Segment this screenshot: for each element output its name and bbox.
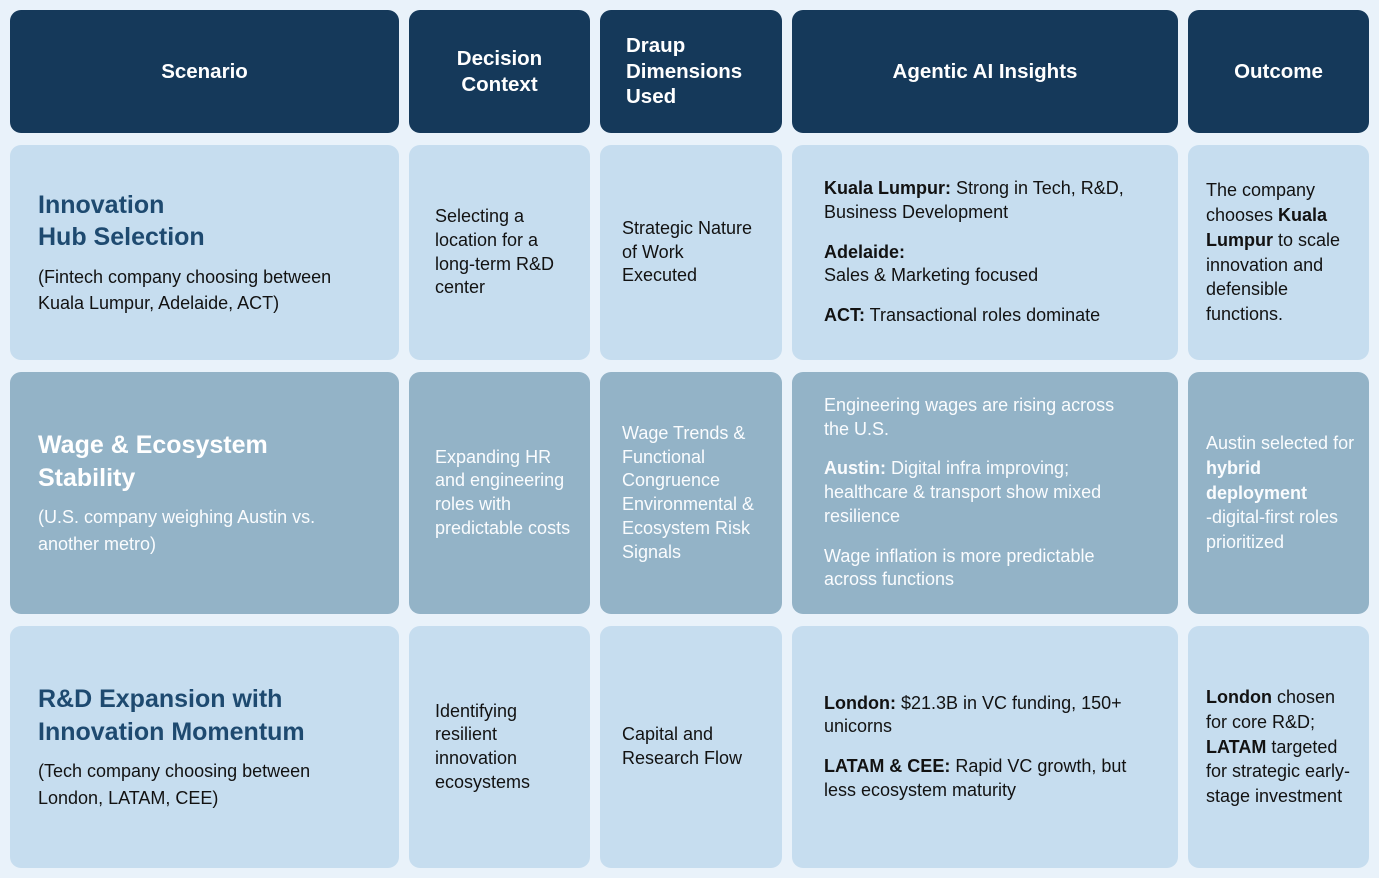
decision-context-cell: Selecting a location for a long-term R&D…: [409, 145, 590, 360]
body-text: Engineering wages are rising across the …: [824, 394, 1115, 439]
dimensions-cell: Capital and Research Flow: [600, 626, 782, 868]
emphasis-text: London: [1206, 686, 1272, 707]
insight-paragraph: Adelaide: Sales & Marketing focused: [824, 241, 1139, 289]
emphasis-text: LATAM: [1206, 736, 1267, 757]
decision-context-cell: Identifying resilient innovation ecosyst…: [409, 626, 590, 868]
emphasis-text: ACT:: [824, 305, 865, 326]
scenario-cell: Wage & Ecosystem Stability (U.S. company …: [10, 372, 399, 614]
insight-paragraph: London: $21.3B in VC funding, 150+ unico…: [824, 692, 1139, 740]
dimension-item: Capital and Research Flow: [622, 724, 743, 768]
body-text: to scale innovation and defensible funct…: [1206, 229, 1341, 325]
outcome-cell: London chosen for core R&D; LATAM target…: [1188, 626, 1369, 868]
scenario-cell: Innovation Hub Selection (Fintech company…: [10, 145, 399, 360]
scenario-subtitle: (Tech company choosing between London, L…: [38, 761, 311, 808]
outcome-cell: Austin selected for hybrid deployment -d…: [1188, 372, 1369, 614]
outcome-text: Austin selected for hybrid deployment -d…: [1206, 431, 1357, 555]
decision-context-text: Selecting a location for a long-term R&D…: [435, 206, 555, 298]
dimension-item: Wage Trends & Functional Congruence: [622, 422, 746, 491]
body-text: Transactional roles dominate: [865, 305, 1101, 326]
header-draup-dimensions-used: Draup Dimensions Used: [600, 10, 782, 133]
header-decision-context: Decision Context: [409, 10, 590, 133]
insight-paragraph: Kuala Lumpur: Strong in Tech, R&D, Busin…: [824, 177, 1139, 225]
insights-cell: Engineering wages are rising across the …: [792, 372, 1178, 614]
insights-cell: Kuala Lumpur: Strong in Tech, R&D, Busin…: [792, 145, 1178, 360]
decision-context-text: Identifying resilient innovation ecosyst…: [435, 700, 531, 792]
body-text: Wage inflation is more predictable acros…: [824, 545, 1095, 590]
insight-paragraph: Austin: Digital infra improving; healthc…: [824, 457, 1139, 528]
emphasis-text: Kuala Lumpur: [1206, 204, 1328, 250]
emphasis-text: Austin:: [824, 458, 886, 479]
body-text: Digital infra improving; healthcare & tr…: [824, 458, 1102, 526]
outcome-cell: The company chooses Kuala Lumpur to scal…: [1188, 145, 1369, 360]
scenario-title: R&D Expansion with Innovation Momentum: [38, 685, 305, 746]
decision-context-cell: Expanding HR and engineering roles with …: [409, 372, 590, 614]
insight-paragraph: LATAM & CEE: Rapid VC growth, but less e…: [824, 755, 1139, 803]
header-scenario: Scenario: [10, 10, 399, 133]
emphasis-text: LATAM & CEE:: [824, 756, 951, 776]
scenario-title: Wage & Ecosystem Stability: [38, 431, 268, 492]
emphasis-text: London:: [824, 692, 896, 713]
dimension-item: Strategic Nature of Work Executed: [622, 217, 753, 286]
header-outcome: Outcome: [1188, 10, 1369, 133]
scenario-subtitle: (U.S. company weighing Austin vs. anothe…: [38, 507, 316, 554]
body-text: Rapid VC growth, but less ecosystem matu…: [824, 756, 1127, 800]
body-text: targeted for strategic early-stage inves…: [1206, 736, 1351, 807]
insight-paragraph: Wage inflation is more predictable acros…: [824, 545, 1139, 593]
emphasis-text: Adelaide:: [824, 241, 906, 262]
body-text: $21.3B in VC funding, 150+ unicorns: [824, 692, 1122, 737]
emphasis-text: hybrid deployment: [1206, 457, 1308, 503]
decision-context-text: Expanding HR and engineering roles with …: [435, 446, 571, 538]
scenario-cell: R&D Expansion with Innovation Momentum (T…: [10, 626, 399, 868]
emphasis-text: Kuala Lumpur:: [824, 178, 952, 199]
body-text: The company chooses: [1206, 180, 1316, 225]
body-text: chosen for core R&D;: [1206, 686, 1336, 732]
body-text: Sales & Marketing focused: [824, 265, 1039, 286]
scenario-subtitle: (Fintech company choosing between Kuala …: [38, 266, 332, 313]
dimension-item: Environmental & Ecosystem Risk Signals: [622, 494, 755, 562]
insights-cell: London: $21.3B in VC funding, 150+ unico…: [792, 626, 1178, 868]
header-agentic-ai-insights: Agentic AI Insights: [792, 10, 1178, 133]
dimensions-cell: Wage Trends & Functional Congruence Envir…: [600, 372, 782, 614]
insight-paragraph: ACT: Transactional roles dominate: [824, 304, 1139, 328]
insight-paragraph: Engineering wages are rising across the …: [824, 394, 1139, 442]
body-text: Austin selected for: [1206, 432, 1355, 453]
body-text: Strong in Tech, R&D, Business Developmen…: [824, 178, 1124, 222]
body-text: -digital-first roles prioritized: [1206, 507, 1339, 553]
outcome-text: London chosen for core R&D; LATAM target…: [1206, 685, 1357, 809]
scenario-title: Innovation Hub Selection: [38, 190, 205, 252]
outcome-text: The company chooses Kuala Lumpur to scal…: [1206, 178, 1357, 327]
dimensions-cell: Strategic Nature of Work Executed: [600, 145, 782, 360]
